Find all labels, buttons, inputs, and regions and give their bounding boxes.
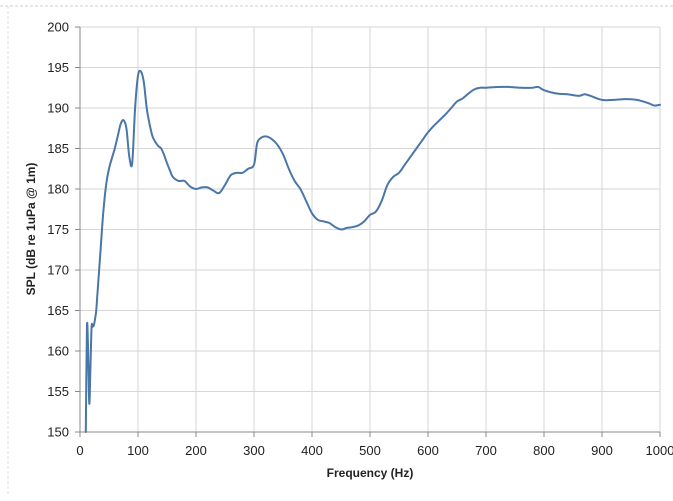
x-tick-label: 400 <box>301 443 323 458</box>
spl-series-line <box>84 69 661 433</box>
axes <box>75 26 661 437</box>
y-tick-label: 155 <box>47 384 69 399</box>
x-tick-label: 900 <box>591 443 613 458</box>
x-tick-label: 700 <box>475 443 497 458</box>
y-tick-labels: 150 155 160 165 170 175 180 185 190 195 200 <box>47 20 69 440</box>
series-group <box>84 69 661 433</box>
horizontal-gridlines <box>80 26 660 433</box>
x-tick-label: 600 <box>417 443 439 458</box>
x-tick-label: 100 <box>127 443 149 458</box>
y-tick-label: 180 <box>47 182 69 197</box>
x-tick-label: 0 <box>76 443 83 458</box>
y-tick-label: 195 <box>47 60 69 75</box>
y-tick-label: 160 <box>47 344 69 359</box>
x-tick-label: 300 <box>243 443 265 458</box>
y-tick-label: 165 <box>47 303 69 318</box>
y-tick-label: 170 <box>47 263 69 278</box>
y-tick-label: 190 <box>47 101 69 116</box>
x-tick-label: 200 <box>185 443 207 458</box>
y-tick-label: 185 <box>47 141 69 156</box>
y-tick-label: 150 <box>47 425 69 440</box>
y-tick-label: 175 <box>47 222 69 237</box>
x-tick-label: 1000 <box>646 443 673 458</box>
x-tick-label: 800 <box>533 443 555 458</box>
y-axis-title: SPL (dB re 1uPa @ 1m) <box>24 163 38 296</box>
y-tick-label: 200 <box>47 20 69 35</box>
x-tick-label: 500 <box>359 443 381 458</box>
x-tick-labels: 0 100 200 300 400 500 600 700 800 900 1000 <box>76 443 673 458</box>
x-axis-title: Frequency (Hz) <box>327 466 414 480</box>
